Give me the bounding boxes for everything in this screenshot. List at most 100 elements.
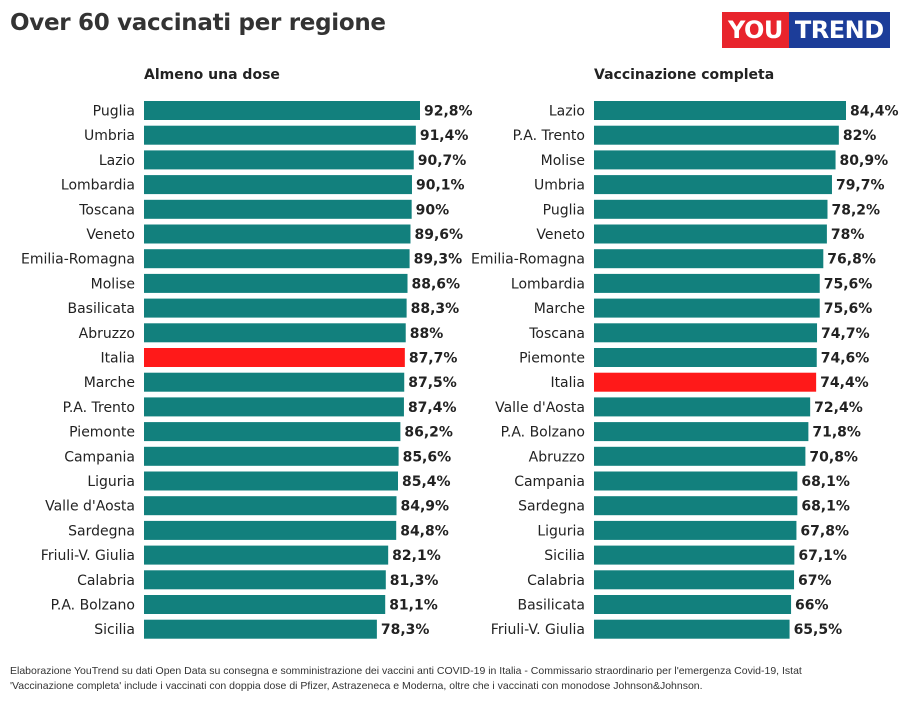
value-label: 87,7% (409, 351, 458, 367)
bar (594, 199, 828, 219)
logo-part-trend: TREND (788, 12, 890, 48)
bar (594, 323, 818, 343)
bar (594, 570, 795, 590)
category-label: Friuli-V. Giulia (41, 548, 135, 564)
bar (144, 496, 397, 516)
value-label: 90,1% (416, 178, 465, 194)
category-label: Marche (84, 375, 135, 391)
bar (144, 471, 398, 491)
bar (594, 471, 798, 491)
bar (144, 595, 386, 614)
category-label: Campania (64, 449, 135, 465)
category-label: Campania (514, 474, 585, 490)
value-label: 78,2% (831, 202, 880, 218)
value-label: 75,6% (824, 301, 873, 317)
category-label: Veneto (536, 227, 585, 243)
bar (144, 422, 401, 442)
value-label: 79,7% (836, 178, 885, 194)
panel-title-2: Vaccinazione completa (594, 67, 774, 83)
value-label: 81,1% (389, 598, 438, 614)
value-label: 68,1% (801, 499, 850, 515)
value-label: 88% (410, 326, 444, 342)
category-label: Piemonte (519, 351, 585, 367)
bar (594, 348, 817, 367)
bar (144, 273, 408, 293)
category-label: P.A. Bolzano (501, 425, 585, 441)
category-label: Molise (541, 153, 585, 169)
bar (144, 150, 414, 170)
bar (144, 298, 407, 318)
bar (144, 249, 410, 269)
category-label: Liguria (537, 523, 585, 539)
bar (144, 224, 411, 244)
bar (594, 397, 811, 417)
value-label: 65,5% (794, 622, 843, 638)
category-label: Italia (550, 375, 585, 391)
bar (594, 496, 798, 516)
category-label: Puglia (93, 104, 135, 120)
value-label: 89,6% (414, 227, 463, 243)
value-label: 85,6% (403, 449, 452, 465)
value-label: 68,1% (801, 474, 850, 490)
bar-charts: Almeno una dose Puglia 92,8% Umbria 91,4% Laz… (21, 67, 899, 639)
category-label: Emilia-Romagna (471, 252, 585, 268)
category-label: Valle d'Aosta (495, 400, 585, 416)
bar (594, 224, 827, 244)
bar (594, 101, 846, 120)
category-label: Lazio (549, 104, 585, 120)
category-label: Veneto (86, 227, 135, 243)
bar (144, 175, 412, 195)
value-label: 90% (416, 202, 450, 218)
category-label: Emilia-Romagna (21, 252, 135, 268)
category-label: Abruzzo (79, 326, 135, 342)
bar (144, 199, 412, 219)
bar (144, 125, 416, 145)
category-label: Basilicata (518, 598, 586, 614)
value-label: 67,8% (800, 523, 849, 539)
value-label: 88,3% (411, 301, 460, 317)
value-label: 67,1% (798, 548, 847, 564)
value-label: 78,3% (381, 622, 430, 638)
footnote-line-2: 'Vaccinazione completa' include i vaccin… (10, 680, 703, 692)
value-label: 72,4% (814, 400, 863, 416)
category-label: Umbria (534, 178, 585, 194)
panel-title-1: Almeno una dose (144, 67, 280, 83)
bar (594, 298, 820, 318)
value-label: 81,3% (390, 573, 439, 589)
value-label: 74,6% (821, 351, 870, 367)
value-label: 66% (795, 598, 829, 614)
value-label: 84,9% (401, 499, 450, 515)
value-label: 87,5% (408, 375, 457, 391)
category-label: Calabria (77, 573, 135, 589)
value-label: 78% (831, 227, 865, 243)
category-label: Sardegna (68, 523, 135, 539)
footnote-line-1: Elaborazione YouTrend su dati Open Data … (10, 665, 802, 677)
category-label: Puglia (543, 202, 585, 218)
value-label: 82,1% (392, 548, 441, 564)
bar (594, 520, 797, 540)
value-label: 84,8% (400, 523, 449, 539)
category-label: Sicilia (544, 548, 585, 564)
bar (594, 273, 820, 293)
value-label: 70,8% (809, 449, 858, 465)
value-label: 85,4% (402, 474, 451, 490)
bar (144, 520, 397, 540)
category-label: Molise (91, 276, 135, 292)
category-label: Umbria (84, 128, 135, 144)
bar (144, 323, 406, 343)
category-label: P.A. Bolzano (51, 598, 135, 614)
bar (594, 619, 790, 639)
value-label: 86,2% (404, 425, 453, 441)
bar (144, 545, 389, 565)
bar (144, 348, 405, 367)
bar (594, 175, 832, 195)
value-label: 74,7% (821, 326, 870, 342)
value-label: 71,8% (812, 425, 861, 441)
category-label: P.A. Trento (63, 400, 135, 416)
bar (144, 372, 405, 392)
bar (594, 422, 809, 442)
bar (594, 372, 817, 392)
youtrend-logo: YOU TREND (722, 12, 890, 48)
bar (144, 397, 404, 417)
category-label: Liguria (87, 474, 135, 490)
